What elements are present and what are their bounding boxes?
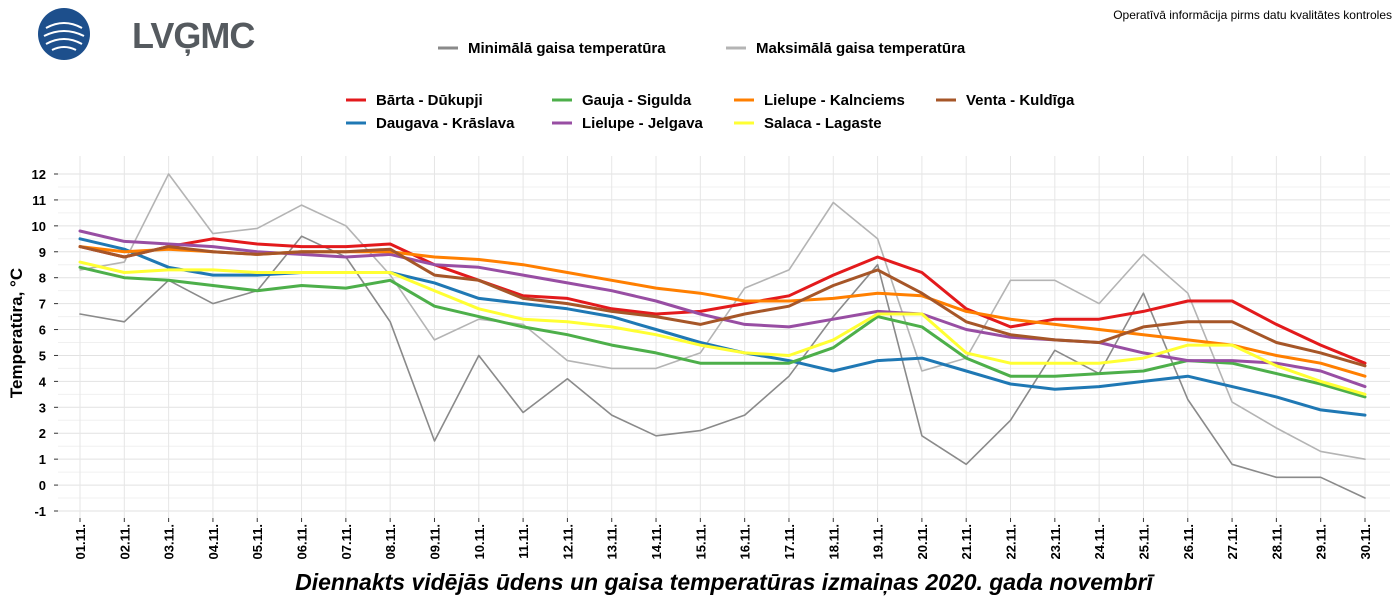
x-tick-label: 23.11.	[1048, 524, 1063, 559]
x-tick-label: 19.11.	[871, 524, 886, 559]
y-tick-label: 6	[39, 323, 46, 338]
x-tick-label: 12.11.	[560, 524, 575, 559]
legend-label: Salaca - Lagaste	[764, 115, 882, 132]
y-tick-label: 5	[39, 348, 46, 363]
x-tick-label: 20.11.	[915, 524, 930, 559]
legend-label: Daugava - Krāslava	[376, 115, 515, 132]
x-tick-label: 27.11.	[1225, 524, 1240, 559]
data-quality-notice: Operatīvā informācija pirms datu kvalitā…	[1113, 8, 1392, 22]
x-tick-label: 26.11.	[1181, 524, 1196, 559]
x-tick-label: 01.11.	[73, 524, 88, 559]
y-tick-label: 2	[39, 426, 46, 441]
y-tick-label: 9	[39, 245, 46, 260]
x-tick-label: 05.11.	[250, 524, 265, 559]
chart-grid	[58, 156, 1390, 518]
y-tick-label: 3	[39, 400, 46, 415]
series-line-gauja-sigulda	[78, 265, 1367, 399]
legend-label: Lielupe - Kalnciems	[764, 92, 905, 109]
legend-label: Maksimālā gaisa temperatūra	[756, 40, 966, 57]
plot-background	[58, 156, 1390, 518]
legend-label: Minimālā gaisa temperatūra	[468, 40, 666, 57]
lvgmc-logo: LVĢMC	[36, 6, 255, 62]
x-tick-label: 18.11.	[826, 524, 841, 559]
x-tick-label: 14.11.	[649, 524, 664, 559]
x-tick-label: 13.11.	[605, 524, 620, 559]
y-tick-label: -1	[34, 504, 46, 519]
logo-text: LVĢMC	[132, 15, 255, 56]
legend-label: Venta - Kuldīga	[966, 92, 1075, 109]
x-tick-label: 15.11.	[693, 524, 708, 559]
chart-title: Diennakts vidējās ūdens un gaisa tempera…	[295, 569, 1155, 595]
x-tick-label: 03.11.	[162, 524, 177, 559]
x-tick-label: 06.11.	[295, 524, 310, 559]
x-tick-label: 07.11.	[339, 524, 354, 559]
x-tick-label: 25.11.	[1136, 524, 1151, 559]
y-tick-label: 0	[39, 478, 46, 493]
y-tick-label: 4	[39, 374, 47, 389]
x-tick-label: 16.11.	[738, 524, 753, 559]
x-tick-label: 22.11.	[1004, 524, 1019, 559]
y-axis-label: Temperatūra, °C	[7, 268, 26, 398]
y-tick-label: 8	[39, 271, 46, 286]
y-tick-label: 7	[39, 297, 46, 312]
series-line-venta-kuld-ga	[78, 245, 1367, 368]
legend-label: Bārta - Dūkupji	[376, 92, 483, 109]
y-tick-label: 11	[32, 193, 46, 208]
legend-label: Lielupe - Jelgava	[582, 115, 704, 132]
series-line-salaca-lagaste	[78, 260, 1367, 396]
globe-logo-icon	[38, 8, 90, 60]
x-tick-label: 30.11.	[1358, 524, 1373, 559]
series-lines	[78, 173, 1367, 499]
x-tick-label: 24.11.	[1092, 524, 1107, 559]
x-tick-label: 10.11.	[472, 524, 487, 559]
x-tick-label: 11.11.	[516, 524, 531, 559]
chart-legend: Minimālā gaisa temperatūra Maksimālā gais…	[346, 40, 1075, 132]
series-line-b-rta-d-kupji	[78, 237, 1367, 365]
y-tick-label: 12	[32, 167, 46, 182]
x-tick-label: 21.11.	[959, 524, 974, 559]
x-tick-label: 29.11.	[1314, 524, 1329, 559]
x-tick-label: 28.11.	[1269, 524, 1284, 559]
legend-label: Gauja - Sigulda	[582, 92, 692, 109]
x-tick-label: 02.11.	[117, 524, 132, 559]
y-tick-label: 10	[32, 219, 46, 234]
y-tick-label: 1	[39, 452, 46, 467]
x-tick-label: 08.11.	[383, 524, 398, 559]
x-tick-label: 09.11.	[427, 524, 442, 559]
x-axis-ticks: 01.11. 02.11. 03.11. 04.11. 05.11. 06.11. 07.1…	[73, 518, 1373, 559]
x-tick-label: 04.11.	[206, 524, 221, 559]
x-tick-label: 17.11.	[782, 524, 797, 559]
